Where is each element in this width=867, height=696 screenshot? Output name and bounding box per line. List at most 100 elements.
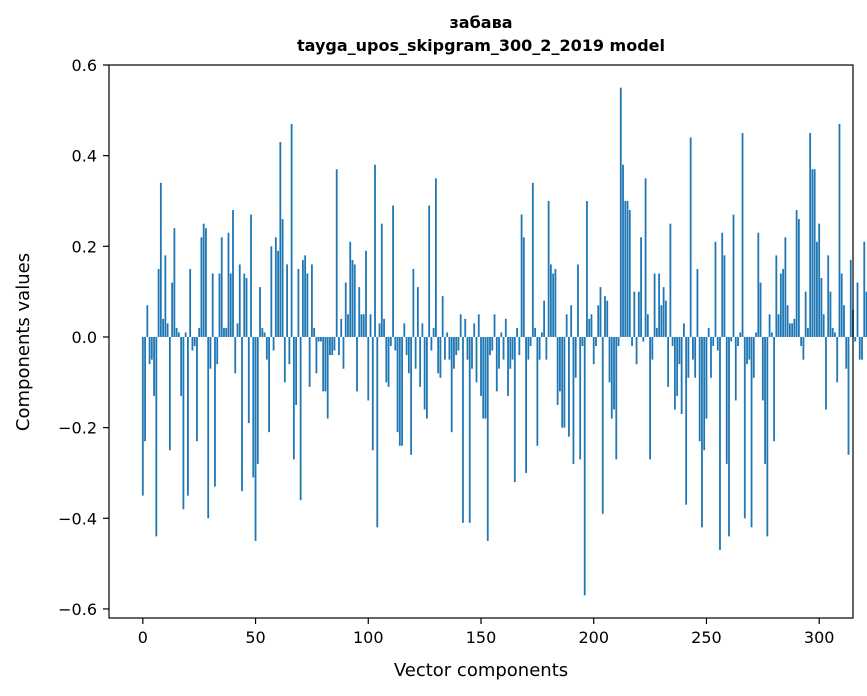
bar-100: [367, 336, 370, 401]
bar-46: [245, 278, 248, 337]
bar-265: [739, 332, 742, 337]
bar-299: [816, 241, 818, 337]
y-tick-label: 0.6: [72, 56, 97, 75]
bar-22: [191, 336, 194, 351]
bar-92: [349, 241, 352, 337]
bar-194: [579, 336, 582, 460]
bar-264: [737, 336, 739, 347]
bar-182: [552, 273, 555, 337]
bar-255: [716, 336, 719, 351]
bar-187: [563, 336, 566, 428]
bar-102: [371, 336, 374, 451]
bar-257: [721, 232, 724, 337]
bar-70: [299, 336, 302, 501]
bar-252: [710, 336, 712, 378]
bar-82: [326, 336, 329, 419]
bar-313: [847, 336, 850, 455]
y-tick-label: 0.0: [72, 328, 97, 347]
bar-131: [437, 336, 440, 374]
bar-249: [703, 336, 706, 451]
bar-106: [380, 223, 383, 337]
bar-219: [635, 336, 638, 365]
bar-223: [644, 178, 647, 337]
bar-109: [387, 336, 390, 387]
bar-204: [601, 336, 604, 514]
bar-276: [764, 336, 766, 464]
bar-163: [509, 336, 512, 369]
bar-228: [655, 327, 658, 337]
y-axis-label: Components values: [13, 253, 34, 431]
bar-258: [723, 255, 726, 337]
bar-280: [773, 336, 775, 442]
bar-245: [694, 336, 697, 378]
bar-237: [676, 336, 679, 396]
bar-314: [849, 259, 852, 337]
bar-278: [768, 314, 771, 337]
bar-113: [396, 336, 399, 433]
bar-157: [495, 336, 498, 392]
bar-139: [455, 336, 458, 356]
bar-190: [570, 305, 573, 337]
bar-9: [162, 318, 165, 337]
y-tick-label: −0.4: [58, 509, 97, 528]
y-tick-label: 0.4: [72, 147, 97, 166]
bar-37: [225, 327, 228, 337]
bar-91: [347, 314, 349, 337]
bar-246: [696, 268, 699, 337]
bar-121: [414, 336, 417, 369]
bar-67: [292, 336, 295, 460]
bar-107: [383, 318, 385, 337]
bar-189: [568, 336, 570, 437]
x-tick-label: 100: [353, 628, 384, 647]
bar-57: [270, 246, 273, 337]
bar-104: [376, 336, 379, 528]
bar-94: [353, 264, 356, 337]
bar-80: [322, 336, 325, 392]
bar-134: [444, 336, 446, 360]
bar-283: [779, 273, 782, 337]
bar-275: [761, 336, 764, 401]
bar-288: [791, 323, 794, 337]
bar-230: [660, 305, 663, 337]
bar-168: [520, 214, 523, 337]
bar-33: [216, 336, 219, 365]
bar-150: [480, 336, 482, 396]
bar-147: [473, 323, 476, 337]
bar-241: [685, 336, 688, 505]
bar-293: [802, 336, 805, 360]
bar-212: [619, 87, 622, 337]
bar-129: [432, 327, 435, 337]
bar-317: [856, 282, 859, 337]
bar-85: [333, 336, 336, 351]
bar-232: [664, 300, 667, 337]
x-tick-label: 0: [138, 628, 148, 647]
bar-39: [229, 273, 232, 337]
bar-180: [547, 200, 550, 337]
x-tick-label: 150: [466, 628, 497, 647]
bar-304: [827, 255, 830, 337]
bar-78: [317, 336, 320, 342]
bar-205: [604, 296, 606, 337]
bar-5: [153, 336, 155, 396]
bar-176: [538, 336, 541, 360]
bar-250: [705, 336, 708, 419]
bar-75: [311, 264, 313, 337]
bar-172: [529, 336, 532, 347]
bar-112: [394, 336, 397, 351]
bar-301: [820, 278, 823, 337]
y-tick-label: −0.2: [58, 419, 97, 438]
bar-270: [750, 336, 753, 528]
bar-89: [342, 336, 345, 369]
bar-43: [238, 264, 241, 337]
bar-161: [504, 318, 507, 337]
bar-186: [561, 336, 564, 428]
bar-201: [595, 336, 597, 347]
bar-74: [308, 336, 311, 387]
bar-300: [818, 223, 821, 337]
bar-83: [329, 336, 331, 356]
bar-146: [471, 336, 473, 369]
bar-84: [331, 336, 334, 356]
bar-81: [324, 336, 327, 392]
bar-51: [256, 336, 259, 464]
bar-153: [486, 336, 489, 541]
